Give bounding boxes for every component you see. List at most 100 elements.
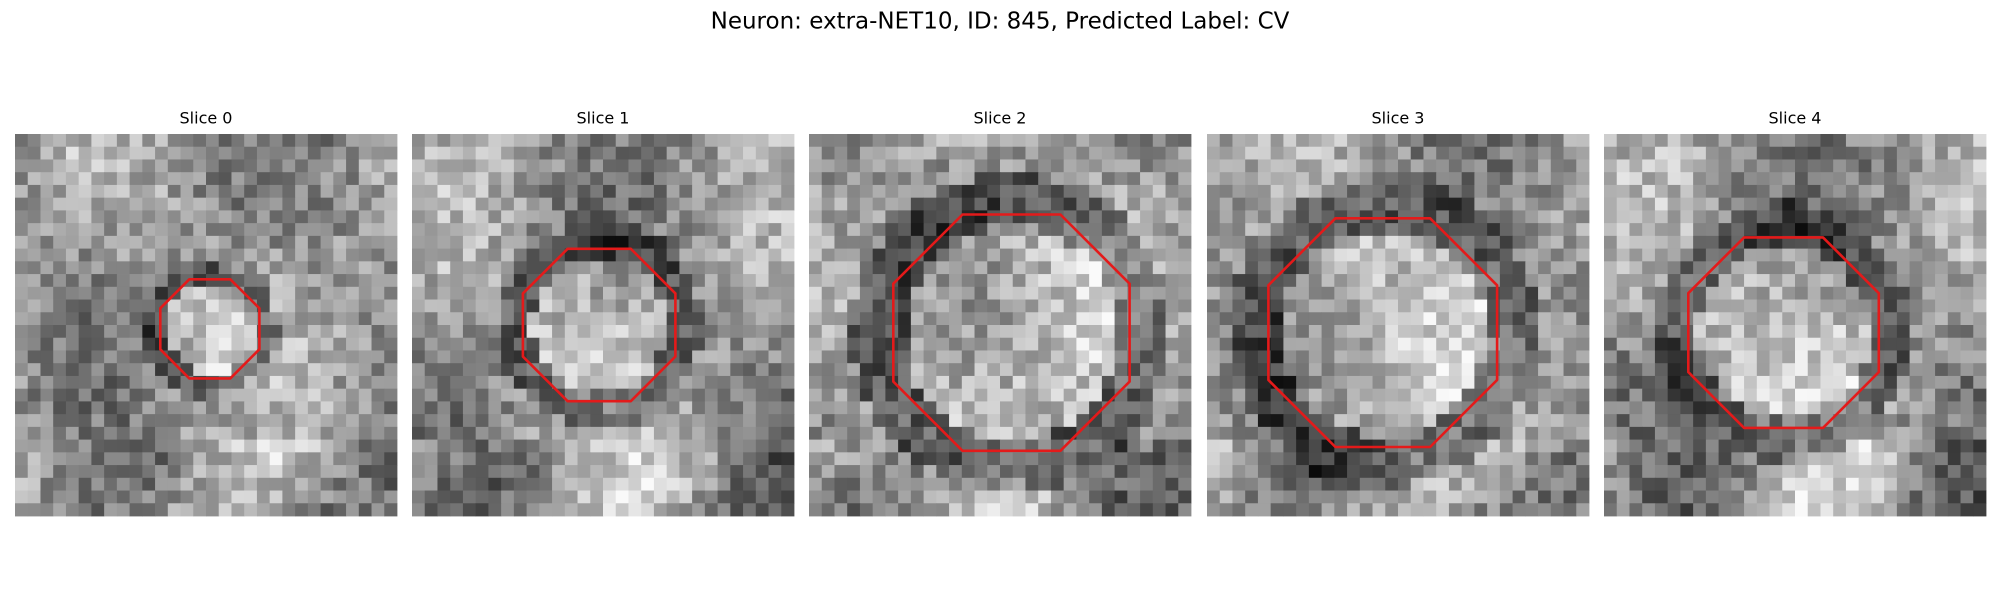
pixel <box>424 299 438 313</box>
pixel <box>1219 210 1233 224</box>
pixel <box>539 286 553 300</box>
pixel <box>142 274 156 288</box>
pixel <box>936 477 950 491</box>
pixel <box>1604 159 1618 173</box>
pixel <box>1960 159 1974 173</box>
pixel <box>40 235 54 249</box>
pixel <box>231 401 245 415</box>
pixel <box>142 286 156 300</box>
pixel <box>730 477 744 491</box>
pixel <box>244 146 258 160</box>
pixel <box>1922 401 1936 415</box>
pixel <box>1436 274 1450 288</box>
pixel <box>155 439 169 453</box>
pixel <box>358 375 372 390</box>
pixel <box>1270 477 1284 491</box>
pixel <box>129 261 143 275</box>
pixel <box>1140 325 1154 339</box>
pixel <box>1731 223 1745 237</box>
pixel <box>1769 426 1783 440</box>
pixel <box>1731 312 1745 326</box>
pixel <box>692 299 706 313</box>
pixel <box>1308 452 1322 466</box>
pixel <box>1858 439 1872 453</box>
pixel <box>488 375 502 390</box>
pixel <box>1423 172 1437 186</box>
pixel <box>450 134 464 148</box>
pixel <box>155 490 169 504</box>
pixel <box>1512 235 1526 249</box>
pixel <box>1025 286 1039 300</box>
pixel <box>1563 223 1577 237</box>
pixel <box>1667 159 1681 173</box>
pixel <box>346 375 360 390</box>
pixel <box>295 363 309 377</box>
pixel <box>256 439 271 453</box>
pixel <box>1114 337 1128 351</box>
pixel <box>155 363 169 377</box>
pixel <box>244 235 258 249</box>
pixel <box>129 503 143 517</box>
pixel <box>269 414 283 428</box>
pixel <box>923 286 937 300</box>
pixel <box>1012 235 1026 249</box>
pixel <box>898 388 912 402</box>
pixel <box>193 312 207 326</box>
pixel <box>859 235 874 249</box>
pixel <box>142 134 156 148</box>
pixel <box>847 210 861 224</box>
pixel <box>526 439 540 453</box>
pixel <box>653 134 668 148</box>
pixel <box>462 414 477 428</box>
pixel <box>1744 261 1758 275</box>
pixel <box>1050 388 1065 402</box>
pixel <box>1219 286 1233 300</box>
pixel <box>1257 197 1272 211</box>
pixel <box>1756 261 1770 275</box>
pixel <box>1178 414 1192 428</box>
pixel <box>923 172 937 186</box>
pixel <box>936 465 950 479</box>
pixel <box>282 388 296 402</box>
pixel <box>475 299 489 313</box>
pixel <box>641 172 655 186</box>
pixel <box>180 350 194 364</box>
pixel <box>358 235 372 249</box>
pixel <box>821 503 835 517</box>
pixel <box>923 388 937 402</box>
pixel <box>641 248 655 262</box>
pixel <box>1296 146 1310 160</box>
pixel <box>834 146 848 160</box>
pixel <box>1693 350 1707 364</box>
pixel <box>1270 235 1284 249</box>
pixel <box>1512 401 1526 415</box>
pixel <box>1012 477 1026 491</box>
pixel <box>717 388 731 402</box>
pixel <box>206 261 220 275</box>
pixel <box>1474 274 1488 288</box>
pixel <box>129 414 143 428</box>
pixel <box>704 159 718 173</box>
pixel <box>885 312 899 326</box>
pixel <box>15 286 29 300</box>
pixel <box>590 261 604 275</box>
pixel <box>910 146 924 160</box>
pixel <box>1845 299 1860 313</box>
pixel <box>167 452 181 466</box>
pixel <box>590 426 604 440</box>
pixel <box>949 388 963 402</box>
pixel <box>1140 426 1154 440</box>
pixel <box>1525 312 1539 326</box>
pixel <box>666 197 680 211</box>
pixel <box>1270 325 1284 339</box>
pixel <box>1629 363 1643 377</box>
pixel <box>615 261 629 275</box>
pixel <box>27 465 41 479</box>
pixel <box>1744 490 1758 504</box>
pixel <box>206 439 220 453</box>
pixel <box>1232 337 1246 351</box>
pixel <box>142 197 156 211</box>
pixel <box>1334 235 1348 249</box>
pixel <box>193 503 207 517</box>
pixel <box>1718 325 1732 339</box>
